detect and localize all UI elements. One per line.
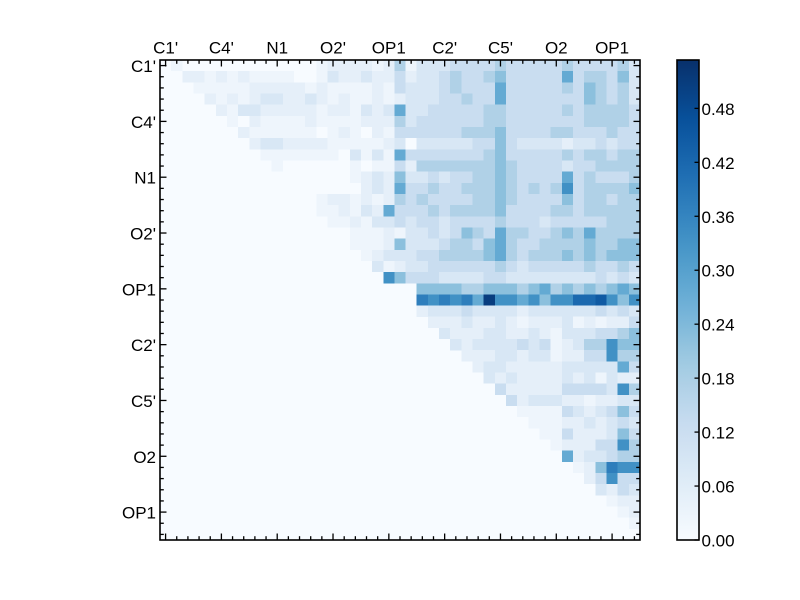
svg-text:O2: O2 (545, 39, 568, 58)
svg-text:C5': C5' (131, 392, 156, 411)
svg-text:0.18: 0.18 (702, 370, 735, 389)
svg-text:C2': C2' (432, 39, 457, 58)
svg-text:0.00: 0.00 (702, 532, 735, 551)
svg-text:O2: O2 (133, 448, 156, 467)
svg-text:C1': C1' (131, 57, 156, 76)
svg-text:0.30: 0.30 (702, 262, 735, 281)
svg-text:C4': C4' (131, 113, 156, 132)
svg-text:OP1: OP1 (122, 504, 156, 523)
svg-text:OP1: OP1 (372, 39, 406, 58)
svg-text:N1: N1 (134, 169, 156, 188)
svg-text:N1: N1 (266, 39, 288, 58)
svg-text:0.36: 0.36 (702, 208, 735, 227)
svg-text:C5': C5' (488, 39, 513, 58)
svg-text:0.06: 0.06 (702, 478, 735, 497)
svg-text:OP1: OP1 (595, 39, 629, 58)
svg-text:0.42: 0.42 (702, 154, 735, 173)
svg-text:O2': O2' (130, 225, 156, 244)
svg-text:0.48: 0.48 (702, 100, 735, 119)
svg-text:0.24: 0.24 (702, 316, 735, 335)
svg-text:0.12: 0.12 (702, 424, 735, 443)
svg-text:C2': C2' (131, 336, 156, 355)
svg-text:OP1: OP1 (122, 280, 156, 299)
svg-text:C1': C1' (153, 39, 178, 58)
svg-text:O2': O2' (320, 39, 346, 58)
svg-text:C4': C4' (209, 39, 234, 58)
